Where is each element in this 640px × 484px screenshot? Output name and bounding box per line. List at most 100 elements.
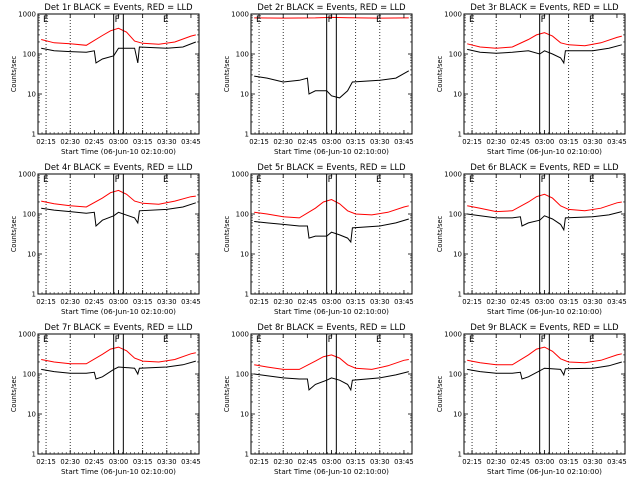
marker-label: F	[328, 15, 333, 25]
marker-label: E	[256, 335, 262, 345]
x-tick-label: 02:30	[60, 138, 80, 146]
x-tick-label: 02:30	[273, 138, 293, 146]
y-tick-label: 1	[458, 131, 462, 139]
x-tick-label: 03:45	[394, 458, 414, 466]
x-tick-label: 03:45	[394, 298, 414, 306]
series-line-lld	[254, 198, 409, 219]
x-axis-label: Start Time (06-Jun-10 02:10:00)	[487, 307, 602, 316]
x-tick-label: 02:45	[85, 298, 105, 306]
x-axis-label: Start Time (06-Jun-10 02:10:00)	[61, 307, 176, 316]
x-tick-label: 02:30	[486, 298, 506, 306]
x-tick-label: 03:30	[370, 298, 390, 306]
y-tick-label: 1000	[18, 11, 36, 19]
y-tick-label: 100	[449, 371, 462, 379]
x-tick-label: 03:00	[535, 298, 555, 306]
panel-title: Det 4r BLACK = Events, RED = LLD	[44, 162, 192, 172]
x-tick-label: 02:45	[511, 298, 531, 306]
x-tick-label: 02:45	[85, 138, 105, 146]
y-axis-label: Counts/sec	[436, 215, 444, 252]
series-line-lld	[41, 27, 196, 46]
x-tick-label: 02:45	[511, 458, 531, 466]
marker-label: E	[469, 335, 475, 345]
x-tick-label: 03:30	[157, 138, 177, 146]
y-axis-label: Counts/sec	[10, 55, 18, 92]
x-tick-label: 02:45	[511, 138, 531, 146]
y-tick-label: 1	[245, 451, 249, 459]
series-line-lld	[467, 193, 622, 213]
y-tick-label: 1000	[444, 331, 462, 339]
x-tick-label: 02:45	[298, 138, 318, 146]
x-tick-label: 03:45	[181, 298, 201, 306]
marker-label: E	[376, 335, 382, 345]
x-tick-label: 02:30	[486, 458, 506, 466]
x-tick-label: 02:15	[462, 298, 482, 306]
x-tick-label: 03:30	[370, 458, 390, 466]
x-tick-label: 02:30	[60, 298, 80, 306]
detector-panel-6: Det 6r BLACK = Events, RED = LLD Counts/s…	[436, 162, 627, 316]
plot-frame	[37, 173, 200, 295]
marker-label: E	[376, 15, 382, 25]
x-tick-label: 03:00	[109, 298, 129, 306]
marker-label: E	[163, 15, 169, 25]
marker-label: F	[328, 175, 333, 185]
panel-title: Det 1r BLACK = Events, RED = LLD	[44, 2, 192, 12]
y-tick-label: 1	[32, 451, 36, 459]
marker-label: F	[115, 15, 120, 25]
x-tick-label: 03:30	[157, 298, 177, 306]
y-tick-label: 1000	[231, 11, 249, 19]
detector-panel-5: Det 5r BLACK = Events, RED = LLD Counts/s…	[223, 162, 414, 316]
marker-label: E	[43, 335, 49, 345]
y-tick-label: 1	[245, 131, 249, 139]
marker-label: F	[115, 175, 120, 185]
marker-label: E	[163, 335, 169, 345]
panel-title: Det 3r BLACK = Events, RED = LLD	[470, 2, 618, 12]
marker-label: F	[541, 175, 546, 185]
x-tick-label: 03:15	[559, 458, 579, 466]
y-tick-label: 100	[236, 51, 249, 59]
x-tick-label: 03:00	[535, 458, 555, 466]
x-tick-label: 02:15	[36, 138, 56, 146]
y-tick-label: 100	[23, 371, 36, 379]
x-tick-label: 03:45	[181, 458, 201, 466]
x-axis-label: Start Time (06-Jun-10 02:10:00)	[487, 467, 602, 476]
x-tick-label: 02:15	[249, 298, 269, 306]
y-tick-label: 100	[23, 211, 36, 219]
panel-title: Det 8r BLACK = Events, RED = LLD	[257, 322, 405, 332]
x-axis-label: Start Time (06-Jun-10 02:10:00)	[274, 147, 389, 156]
x-tick-label: 03:15	[133, 138, 153, 146]
y-tick-label: 1	[32, 291, 36, 299]
marker-label: F	[541, 15, 546, 25]
x-tick-label: 02:15	[249, 138, 269, 146]
detector-panel-3: Det 3r BLACK = Events, RED = LLD Counts/s…	[436, 2, 627, 156]
x-axis-label: Start Time (06-Jun-10 02:10:00)	[274, 467, 389, 476]
series-line-lld	[254, 354, 409, 370]
y-axis-label: Counts/sec	[436, 55, 444, 92]
y-axis-label: Counts/sec	[436, 375, 444, 412]
x-tick-label: 03:30	[583, 458, 603, 466]
panel-title: Det 9r BLACK = Events, RED = LLD	[470, 322, 618, 332]
marker-label: E	[163, 175, 169, 185]
x-tick-label: 02:30	[273, 458, 293, 466]
marker-label: E	[256, 15, 262, 25]
marker-label: E	[589, 335, 595, 345]
marker-label: E	[43, 15, 49, 25]
series-line-events	[41, 202, 196, 228]
marker-label: E	[469, 15, 475, 25]
panel-title: Det 7r BLACK = Events, RED = LLD	[44, 322, 192, 332]
y-tick-label: 10	[240, 91, 249, 99]
x-tick-label: 02:30	[486, 138, 506, 146]
x-tick-label: 03:15	[346, 298, 366, 306]
x-tick-label: 02:15	[36, 298, 56, 306]
series-line-events	[41, 360, 196, 380]
x-tick-label: 03:15	[559, 298, 579, 306]
plot-frame	[463, 13, 626, 135]
x-tick-label: 02:15	[36, 458, 56, 466]
x-tick-label: 03:00	[322, 458, 342, 466]
series-line-events	[467, 211, 622, 232]
y-tick-label: 1000	[444, 11, 462, 19]
panel-title: Det 2r BLACK = Events, RED = LLD	[257, 2, 405, 12]
y-axis-label: Counts/sec	[10, 215, 18, 252]
y-tick-label: 1	[458, 291, 462, 299]
x-tick-label: 03:30	[583, 298, 603, 306]
